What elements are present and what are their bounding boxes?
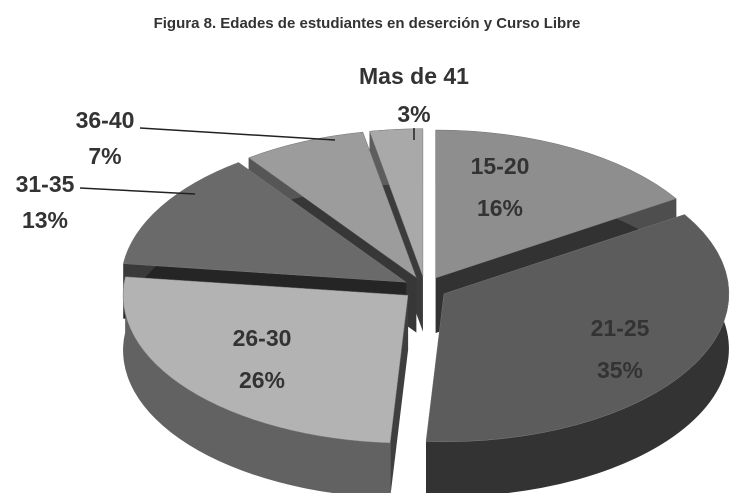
value-label: 7% [88,143,121,169]
slice [122,276,409,444]
category-label: Mas de 41 [359,63,469,89]
leader-line [79,187,196,195]
slice-side [426,214,729,493]
category-label: 31-35 [16,171,75,197]
slice-side [123,276,391,493]
slice [248,131,417,279]
category-label: 36-40 [76,107,135,133]
value-label: 26% [239,367,285,393]
slice [435,129,677,279]
slice [425,214,730,443]
slice [369,128,424,277]
category-label: 21-25 [591,315,650,341]
leader-line [139,127,336,141]
slice [122,162,407,283]
category-label: 15-20 [471,153,530,179]
value-label: 16% [477,195,523,221]
value-label: 3% [397,101,430,127]
value-label: 35% [597,357,643,383]
category-label: 26-30 [233,325,292,351]
value-label: 13% [22,207,68,233]
chart-title: Figura 8. Edades de estudiantes en deser… [154,15,581,32]
